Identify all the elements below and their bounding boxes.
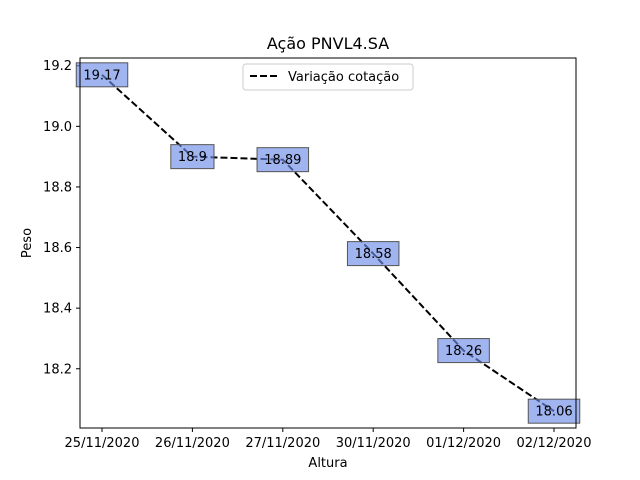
y-tick-label: 18.8 (43, 180, 72, 195)
x-tick-label: 26/11/2020 (155, 436, 230, 451)
legend-entry: Variação cotação (288, 70, 399, 85)
x-tick-label: 01/12/2020 (426, 436, 501, 451)
data-label: 18.89 (264, 153, 301, 168)
data-label-box (527, 398, 581, 424)
x-axis-label: Altura (308, 456, 347, 471)
data-label: 18.9 (178, 150, 207, 165)
y-tick-label: 18.4 (43, 302, 72, 317)
y-axis-ticks: 18.2 18.4 18.6 18.8 19.0 19.2 (43, 59, 80, 377)
data-label-box (75, 62, 129, 88)
data-label-box (170, 144, 215, 170)
chart-title: Ação PNVL4.SA (267, 34, 389, 53)
data-label: 18.06 (535, 405, 572, 420)
y-tick-label: 19.2 (43, 59, 72, 74)
data-label-box (256, 147, 310, 173)
y-tick-label: 18.2 (43, 362, 72, 377)
y-axis-label: Peso (20, 228, 35, 258)
legend: Variação cotação (242, 63, 414, 91)
data-label: 18.26 (445, 344, 482, 359)
y-tick-label: 18.6 (43, 241, 72, 256)
x-tick-label: 30/11/2020 (336, 436, 411, 451)
x-tick-label: 02/12/2020 (517, 436, 592, 451)
x-tick-label: 25/11/2020 (65, 436, 140, 451)
data-label: 18.58 (355, 247, 392, 262)
legend-box (242, 63, 414, 91)
plot-area (80, 58, 576, 428)
data-labels-layer: 19.17 18.9 18.89 18.58 18.26 18.06 (75, 62, 581, 424)
data-label: 19.17 (83, 68, 120, 83)
x-tick-label: 27/11/2020 (245, 436, 320, 451)
x-axis-ticks: 25/11/2020 26/11/2020 27/11/2020 30/11/2020… (65, 428, 592, 451)
data-label-box (346, 241, 400, 267)
y-tick-label: 19.0 (43, 120, 72, 135)
plot-frame (79, 57, 577, 429)
data-label-box (437, 338, 490, 364)
